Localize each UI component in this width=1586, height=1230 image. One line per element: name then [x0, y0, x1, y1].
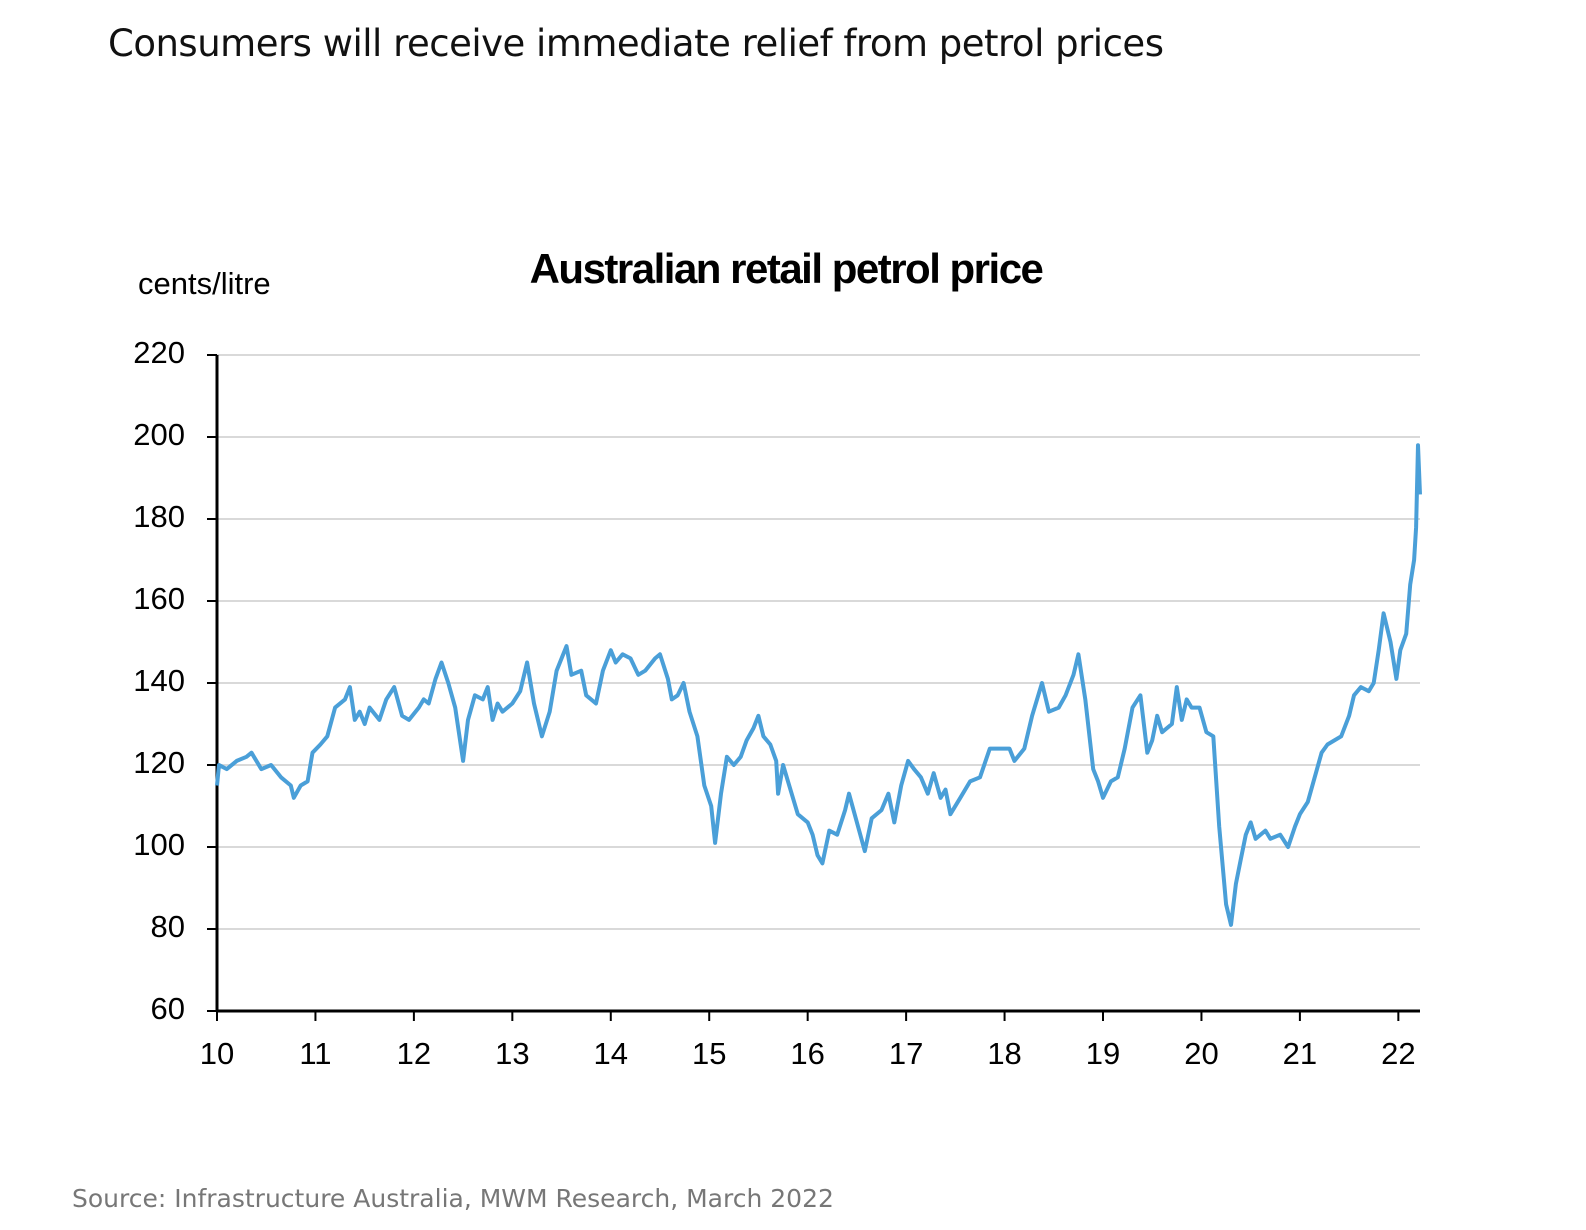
x-tick-label: 10 [200, 1036, 234, 1071]
x-tick-label: 12 [397, 1036, 431, 1071]
x-tick-label: 19 [1086, 1036, 1120, 1071]
y-tick-label: 60 [151, 991, 185, 1026]
x-tick-label: 22 [1381, 1036, 1415, 1071]
y-tick-label: 120 [133, 745, 185, 780]
y-tick-label: 160 [133, 581, 185, 616]
x-tick-label: 21 [1283, 1036, 1317, 1071]
chart-title: Australian retail petrol price [530, 245, 1043, 292]
y-tick-label: 180 [133, 499, 185, 534]
y-tick-label: 220 [133, 335, 185, 370]
x-tick-label: 17 [889, 1036, 923, 1071]
x-tick-label: 11 [299, 1036, 331, 1071]
x-tick-label: 14 [594, 1036, 628, 1071]
y-tick-label: 80 [151, 909, 185, 944]
y-axis-label: cents/litre [138, 266, 271, 301]
x-tick-label: 13 [495, 1036, 529, 1071]
heading: Consumers will receive immediate relief … [108, 22, 1164, 65]
x-tick-label: 18 [987, 1036, 1021, 1071]
price-line [215, 443, 1422, 927]
x-tick-label: 15 [692, 1036, 726, 1071]
source-note: Source: Infrastructure Australia, MWM Re… [72, 1184, 834, 1213]
y-tick-label: 200 [133, 417, 185, 452]
x-tick-label: 20 [1184, 1036, 1218, 1071]
x-tick-label: 16 [790, 1036, 824, 1071]
chart: Australian retail petrol price cents/lit… [133, 245, 1422, 1071]
y-tick-label: 100 [133, 827, 185, 862]
y-tick-label: 140 [133, 663, 185, 698]
